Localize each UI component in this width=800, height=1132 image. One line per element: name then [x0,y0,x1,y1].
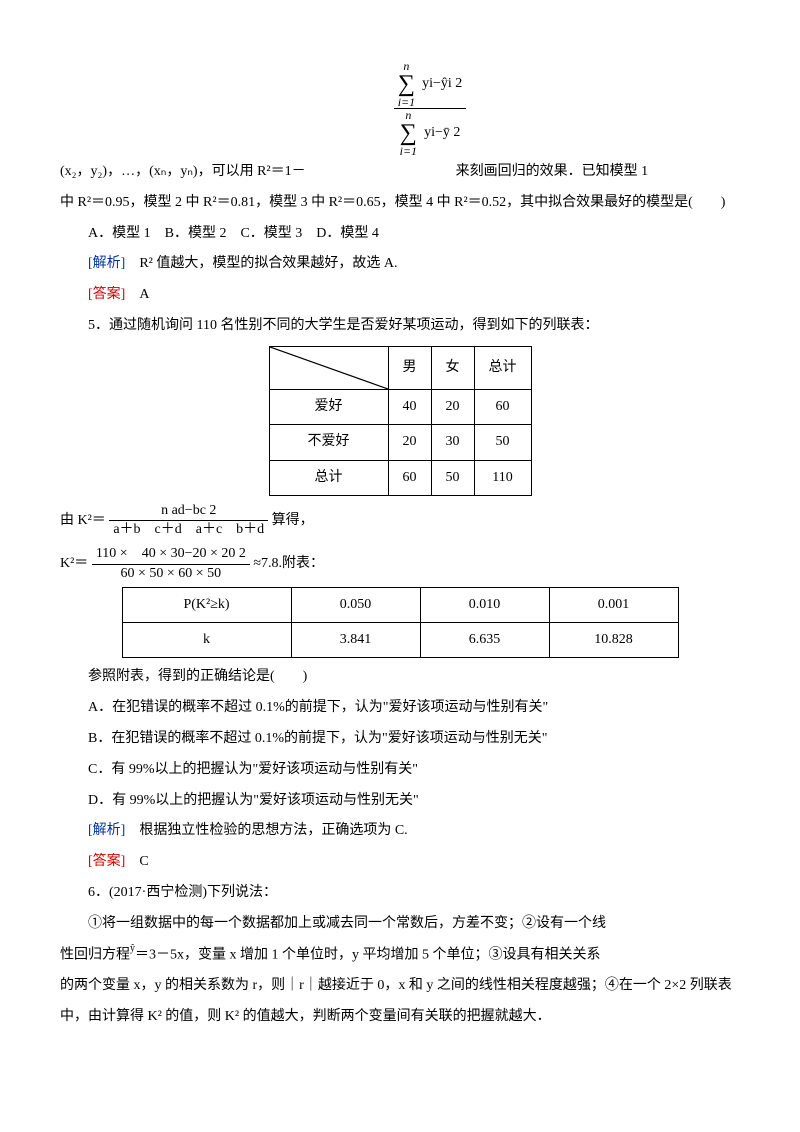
col-male: 男 [388,346,431,389]
paragraph-q4-body: 中 R²＝0.95，模型 2 中 R²＝0.81，模型 3 中 R²＝0.65，… [60,188,740,219]
cell: 50 [474,425,531,460]
cell: 60 [388,460,431,495]
cell: 0.010 [420,587,549,622]
critical-value-table: P(K²≥k) 0.050 0.010 0.001 k 3.841 6.635 … [122,587,679,659]
prob-header: P(K²≥k) [122,587,291,622]
k2-num: n ad−bc 2 [109,502,268,521]
q6-statement-1: ①将一组数据中的每一个数据都加上或减去同一个常数后，方差不变；②设有一个线 [60,909,740,940]
reference-prompt: 参照附表，得到的正确结论是( ) [60,662,740,693]
denominator-expr: yi−ȳ 2 [424,125,460,140]
contingency-table: 男 女 总计 爱好 40 20 60 不爱好 20 30 50 总计 60 50… [269,346,532,496]
r-squared-formula: n∑i=1 yi−ŷi 2 n∑i=1 yi−ȳ 2 [340,60,520,157]
numerator-expr: yi−ŷi 2 [422,76,462,91]
option-a: A．在犯错误的概率不超过 0.1%的前提下，认为"爱好该项运动与性别有关" [60,693,740,724]
options-line: A．模型 1 B．模型 2 C．模型 3 D．模型 4 [60,219,740,250]
sum-lower: i=1 [398,96,415,108]
cell: 30 [431,425,474,460]
option-d: D．有 99%以上的把握认为"爱好该项运动与性别无关" [60,786,740,817]
cell: 50 [431,460,474,495]
analysis-block-2: [解析] 根据独立性检验的思想方法，正确选项为 C. [60,816,740,847]
cell: 6.635 [420,623,549,658]
row-like: 爱好 [269,389,388,424]
analysis-label: [解析] [88,256,125,271]
row-total: 总计 [269,460,388,495]
diagonal-header-cell [269,346,388,389]
k2-calc-num: 110 × 40 × 30−20 × 20 2 [92,545,250,564]
question-5: 5．通过随机询问 110 名性别不同的大学生是否爱好某项运动，得到如下的列联表： [60,311,740,342]
k2-formula-general: 由 K²＝ n ad−bc 2 a＋b c＋d a＋c b＋d 算得， [60,502,740,539]
row-dislike: 不爱好 [269,425,388,460]
cell: 10.828 [549,623,678,658]
answer-block-2: [答案] C [60,847,740,878]
cell: 0.050 [291,587,420,622]
cell: 110 [474,460,531,495]
sum-lower-den: i=1 [400,145,417,157]
col-female: 女 [431,346,474,389]
cell: 0.001 [549,587,678,622]
question-6: 6．(2017·西宁检测)下列说法： [60,878,740,909]
q6-statement-2: 性回归方程ŷ＝3－5x，变量 x 增加 1 个单位时，y 平均增加 5 个单位；… [60,940,740,971]
analysis-block: [解析] R² 值越大，模型的拟合效果越好，故选 A. [60,249,740,280]
k2-den: a＋b c＋d a＋c b＋d [109,521,268,539]
q6-statement-3: 的两个变量 x，y 的相关系数为 r，则｜r｜越接近于 0，x 和 y 之间的线… [60,971,740,1033]
col-total: 总计 [474,346,531,389]
cell: 60 [474,389,531,424]
cell: 3.841 [291,623,420,658]
cell: 40 [388,389,431,424]
option-b: B．在犯错误的概率不超过 0.1%的前提下，认为"爱好该项运动与性别无关" [60,724,740,755]
cell: 20 [431,389,474,424]
k2-calc-den: 60 × 50 × 60 × 50 [92,565,250,583]
cell: 20 [388,425,431,460]
paragraph-continuation: (x₂，y₂)，…，(xₙ，yₙ)，可以用 R²＝1－来刻画回归的效果．已知模型… [60,157,740,188]
option-c: C．有 99%以上的把握认为"爱好该项运动与性别有关" [60,755,740,786]
answer-label: [答案] [88,287,125,302]
answer-block: [答案] A [60,280,740,311]
k2-computation: K²＝ 110 × 40 × 30−20 × 20 2 60 × 50 × 60… [60,545,740,582]
k-header: k [122,623,291,658]
analysis-label: [解析] [88,823,125,838]
answer-label: [答案] [88,854,125,869]
